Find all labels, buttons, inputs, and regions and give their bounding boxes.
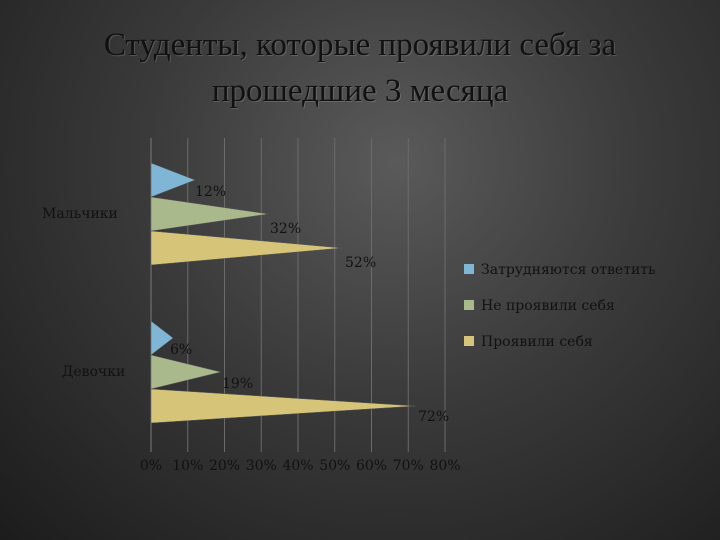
data-label: 72% [418,409,449,425]
bar-girls-2 [150,354,221,390]
legend-label: Проявили себя [481,334,593,350]
x-tick-label: 10% [172,458,203,474]
data-label: 19% [222,376,253,392]
bar-girls-1 [150,320,174,356]
x-tick-label: 0% [140,458,162,474]
chart-title: Студенты, которые проявили себя за проше… [0,22,720,114]
x-tick-label: 20% [209,458,240,474]
data-label: 32% [270,221,301,237]
category-label-boys: Мальчики [42,206,118,222]
legend-swatch [464,336,474,346]
x-tick-label: 50% [319,458,350,474]
x-tick-label: 60% [356,458,387,474]
bar-girls-3 [150,388,416,424]
x-tick-label: 70% [393,458,424,474]
legend-swatch [464,264,474,274]
x-tick-label: 30% [246,458,277,474]
data-label: 52% [345,255,376,271]
bar-boys-1 [150,162,196,198]
data-label: 6% [170,342,192,358]
legend-label: Затрудняются ответить [481,262,656,278]
bar-boys-3 [150,230,343,266]
bar-boys-2 [150,196,269,232]
legend-swatch [464,300,474,310]
x-tick-label: 80% [429,458,460,474]
chart-title-line-2: прошедшие 3 месяца [211,73,509,109]
category-label-girls: Девочки [62,364,125,380]
x-tick-label: 40% [282,458,313,474]
legend-label: Не проявили себя [481,298,615,314]
data-label: 12% [195,184,226,200]
chart-title-line-1: Студенты, которые проявили себя за [103,27,617,63]
